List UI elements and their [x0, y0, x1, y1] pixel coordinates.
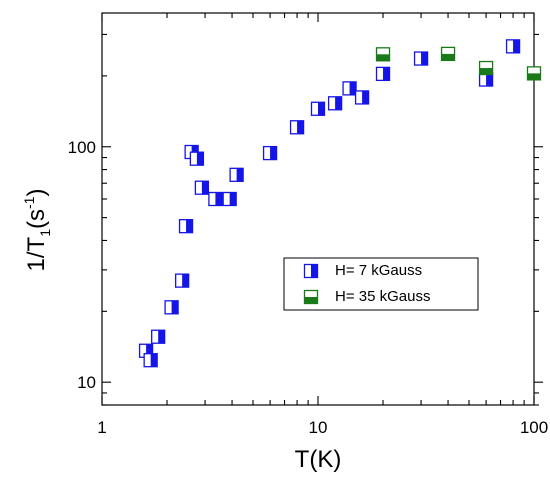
y-axis-title-main: 1/T — [23, 236, 50, 271]
marker-fill — [297, 120, 304, 134]
data-point-7kgauss — [143, 353, 158, 368]
plot-frame — [101, 12, 535, 406]
data-point-35kgauss — [478, 60, 494, 76]
data-point-35kgauss — [526, 66, 542, 81]
marker-fill — [171, 300, 179, 314]
marker-fill — [146, 344, 153, 358]
marker-fill — [304, 297, 318, 304]
marker-fill — [201, 181, 209, 195]
data-points — [138, 39, 542, 368]
marker-fill — [229, 192, 237, 206]
data-point-35kgauss — [440, 46, 456, 62]
x-tick-label: 100 — [520, 418, 548, 437]
data-point-7kgauss — [310, 101, 326, 116]
data-point-7kgauss — [375, 66, 391, 82]
data-point-7kgauss — [194, 180, 210, 195]
x-tick-label: 1 — [97, 418, 106, 437]
marker-fill — [349, 81, 357, 95]
axis-ticks — [101, 13, 543, 406]
x-tick-labels: 1 10 100 — [97, 418, 548, 437]
data-point-7kgauss — [178, 219, 194, 234]
data-point-35kgauss — [375, 47, 391, 62]
y-tick-label: 100 — [68, 138, 96, 157]
marker-fill — [158, 330, 165, 344]
legend-marker-35kgauss — [303, 289, 319, 305]
x-tick-label: 10 — [309, 418, 328, 437]
marker-fill — [383, 67, 390, 81]
marker-fill — [215, 192, 222, 206]
x-axis-title: T(K) — [295, 446, 342, 473]
data-point-7kgauss — [413, 51, 429, 66]
y-axis-title-units: (s — [23, 209, 50, 229]
marker-fill — [150, 353, 158, 367]
marker-fill — [527, 73, 541, 80]
marker-fill — [270, 146, 277, 160]
marker-fill — [186, 219, 193, 233]
data-point-7kgauss — [262, 145, 278, 161]
y-tick-labels: 10 100 — [68, 138, 96, 392]
marker-fill — [236, 168, 244, 182]
marker-fill — [182, 274, 189, 288]
y-axis-title: 1/T1(s-1) — [21, 189, 53, 272]
data-point-7kgauss — [505, 39, 521, 54]
data-point-7kgauss — [342, 81, 357, 96]
marker-fill — [362, 90, 369, 104]
legend-label-35kgauss: H= 35 kGauss — [335, 288, 430, 305]
y-tick-label: 10 — [77, 373, 96, 392]
marker-fill — [441, 53, 455, 61]
legend-marker-7kgauss — [303, 263, 319, 279]
marker-fill — [376, 54, 390, 61]
y-axis-title-superscript: -1 — [21, 196, 37, 209]
y-axis-title-close: ) — [23, 189, 50, 197]
data-point-7kgauss — [189, 151, 205, 166]
data-point-7kgauss — [175, 273, 190, 288]
data-point-7kgauss — [289, 120, 305, 135]
marker-fill — [421, 52, 428, 66]
data-point-7kgauss — [229, 167, 244, 182]
marker-fill — [513, 39, 520, 53]
data-point-7kgauss — [164, 300, 179, 315]
y-axis-title-subscript: 1 — [37, 229, 53, 237]
legend-label-7kgauss: H= 7 kGauss — [335, 262, 422, 279]
data-point-7kgauss — [222, 191, 237, 207]
legend-markers — [303, 263, 319, 305]
data-point-7kgauss — [354, 90, 370, 105]
marker-fill — [486, 73, 493, 87]
marker-fill — [335, 96, 342, 110]
legend: H= 7 kGauss H= 35 kGauss — [283, 257, 479, 311]
data-point-7kgauss — [327, 96, 343, 111]
marker-fill — [318, 102, 325, 116]
data-point-7kgauss — [208, 191, 223, 207]
marker-fill — [311, 264, 318, 278]
data-point-7kgauss — [151, 329, 166, 344]
marker-fill — [196, 152, 204, 166]
marker-fill — [479, 68, 493, 75]
